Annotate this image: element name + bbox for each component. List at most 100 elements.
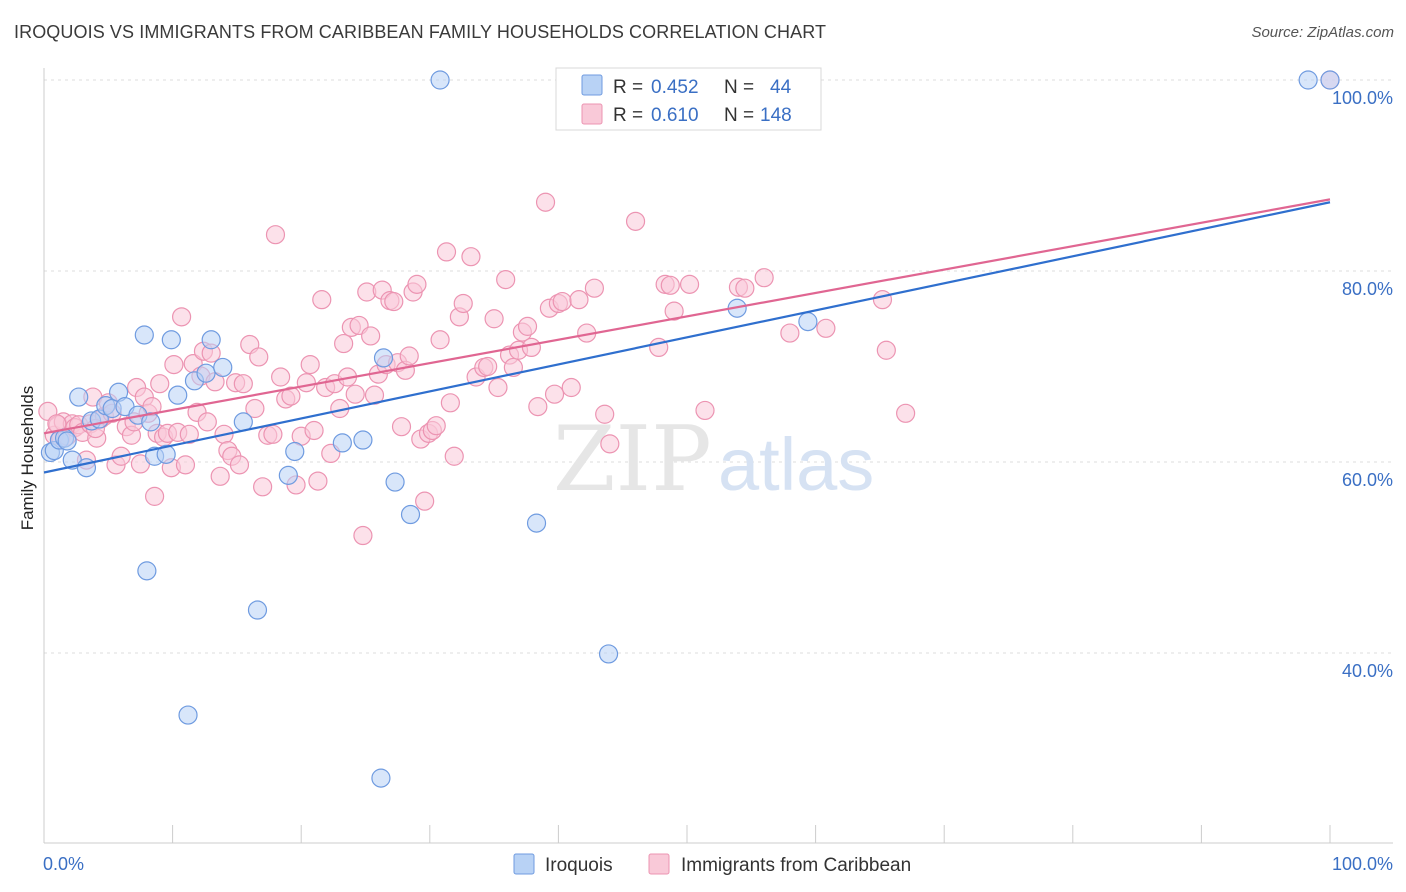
caribbean-point [679, 274, 700, 294]
caribbean-point [175, 455, 196, 475]
caribbean-point [528, 397, 548, 417]
legend-swatch-iroquois [581, 74, 603, 96]
caribbean-point [584, 278, 605, 298]
legend-r-label-caribbean: R = [613, 105, 643, 126]
legend-n-label-iroquois: N = [724, 77, 754, 98]
caribbean-point [304, 420, 324, 441]
legend-n-value-iroquois: 44 [770, 77, 792, 98]
bottom-legend-swatch-caribbean [648, 853, 670, 875]
iroquois-point [371, 768, 391, 788]
legend-r-label-iroquois: R = [613, 77, 643, 98]
caribbean-point [521, 337, 541, 357]
iroquois-point [385, 472, 405, 492]
iroquois-point [161, 330, 181, 350]
caribbean-point [780, 323, 800, 343]
caribbean-point [300, 354, 320, 375]
caribbean-point [569, 290, 589, 310]
correlation-legend: R = 0.452 N = 44 R = 0.610 N = 148 [555, 67, 822, 131]
caribbean-point [484, 309, 504, 329]
iroquois-point [526, 513, 547, 533]
caribbean-point [561, 377, 581, 398]
caribbean-point [197, 412, 217, 432]
trendline-caribbean [43, 198, 1331, 435]
y-tick-label-60: 60.0% [1342, 470, 1393, 490]
legend-swatch-caribbean [581, 103, 603, 125]
caribbean-point [872, 290, 893, 310]
caribbean-point [233, 374, 253, 394]
iroquois-point [798, 312, 818, 332]
caribbean-point [430, 330, 450, 350]
y-tick-label-80: 80.0% [1342, 279, 1393, 299]
caribbean-point [660, 275, 680, 295]
caribbean-point [271, 367, 291, 387]
caribbean-point [245, 398, 265, 419]
caribbean-point [444, 446, 464, 466]
legend-n-label-caribbean: N = [724, 105, 754, 126]
caribbean-point [415, 491, 435, 511]
caribbean-point [229, 455, 250, 475]
caribbean-point [625, 211, 646, 231]
caribbean-point [210, 466, 230, 486]
caribbean-point [896, 403, 916, 423]
caribbean-point [263, 424, 283, 444]
iroquois-point [213, 357, 233, 378]
caribbean-point [407, 274, 427, 294]
series-iroquois-points [40, 70, 1340, 788]
caribbean-point [478, 356, 498, 377]
iroquois-point [247, 600, 268, 620]
caribbean-point [453, 293, 473, 314]
legend-n-value-caribbean: 148 [760, 105, 792, 126]
iroquois-point [598, 644, 619, 664]
trendlines [43, 198, 1331, 474]
legend-r-value-caribbean: 0.610 [651, 105, 699, 126]
source-label: Source: ZipAtlas.com [1251, 24, 1394, 41]
iroquois-point [137, 561, 157, 581]
iroquois-point [285, 441, 305, 462]
caribbean-point [488, 377, 508, 398]
caribbean-point [552, 291, 572, 312]
caribbean-point [876, 340, 896, 360]
iroquois-point [278, 465, 298, 485]
caribbean-point [334, 333, 354, 354]
caribbean-point [144, 486, 165, 506]
y-tick-labels: 40.0% 60.0% 80.0% 100.0% [1332, 88, 1393, 681]
caribbean-point [695, 400, 715, 421]
iroquois-point [373, 348, 394, 368]
iroquois-point [134, 325, 154, 345]
iroquois-point [353, 430, 373, 450]
caribbean-point [426, 416, 446, 436]
iroquois-point [400, 504, 421, 525]
caribbean-point [600, 434, 620, 454]
gridlines [44, 79, 1393, 654]
series-legend: Iroquois Immigrants from Caribbean [513, 853, 911, 876]
caribbean-point [345, 384, 365, 404]
trendline-iroquois [43, 201, 1331, 474]
caribbean-point [595, 404, 615, 424]
watermark-zip: ZIP [553, 407, 712, 512]
caribbean-point [164, 354, 184, 375]
iroquois-point [178, 705, 198, 725]
iroquois-point [201, 330, 221, 350]
caribbean-point [179, 424, 199, 444]
caribbean-point [312, 290, 332, 310]
iroquois-point [156, 444, 176, 464]
iroquois-point [430, 70, 450, 90]
iroquois-point [168, 385, 188, 405]
legend-r-value-iroquois: 0.452 [651, 77, 699, 98]
caribbean-point [517, 316, 538, 336]
watermark-atlas: atlas [718, 423, 874, 506]
caribbean-point [436, 242, 457, 262]
iroquois-point [196, 363, 216, 383]
caribbean-point [544, 384, 565, 404]
iroquois-point [1320, 70, 1340, 90]
chart-title: IROQUOIS VS IMMIGRANTS FROM CARIBBEAN FA… [14, 22, 827, 42]
y-axis-title: Family Households [18, 386, 37, 531]
caribbean-point [440, 393, 460, 413]
caribbean-point [308, 471, 328, 491]
iroquois-point [332, 433, 352, 453]
caribbean-point [391, 417, 412, 437]
caribbean-point [249, 347, 269, 367]
caribbean-point [281, 386, 301, 406]
caribbean-point [535, 192, 556, 212]
